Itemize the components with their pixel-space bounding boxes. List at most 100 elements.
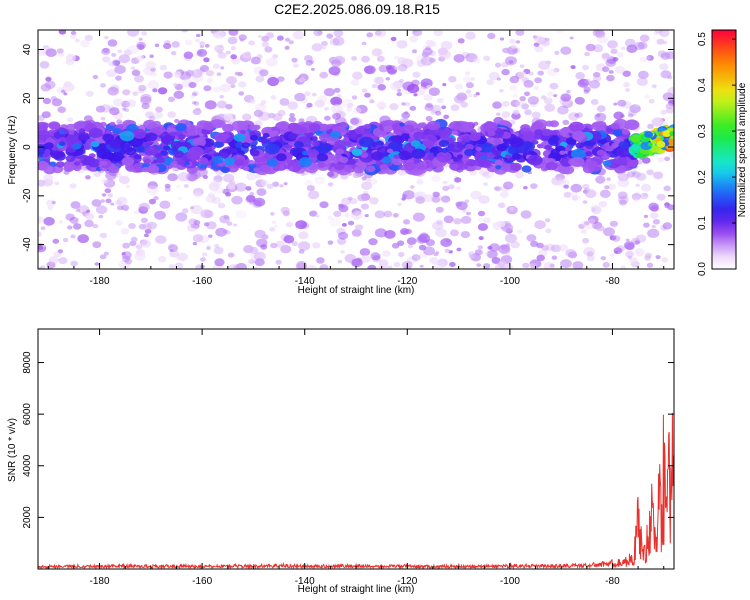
heatmap-background-blob: [94, 262, 100, 266]
heatmap-background-blob: [646, 262, 654, 268]
heatmap-background-blob: [141, 223, 152, 231]
heatmap-background-blob: [528, 71, 534, 76]
heatmap-background-blob: [574, 96, 585, 105]
heatmap-background-blob: [250, 56, 261, 65]
heatmap-background-blob: [203, 57, 210, 63]
heatmap-background-blob: [95, 205, 108, 215]
heatmap-background-blob: [351, 258, 363, 268]
heatmap-band-blob: [501, 142, 510, 148]
heatmap-band-blob: [572, 130, 586, 141]
heatmap-background-blob: [140, 93, 152, 103]
heatmap-background-blob: [117, 49, 123, 54]
heatmap-background-blob: [70, 234, 76, 239]
heatmap-background-blob: [228, 30, 239, 36]
heatmap-band-blob: [197, 157, 209, 165]
snr-x-axis-label: Height of straight line (km): [298, 584, 415, 595]
heatmap-background-blob: [38, 179, 46, 187]
heatmap-background-blob: [617, 191, 628, 200]
heatmap-background-blob: [483, 55, 491, 61]
heatmap-background-blob: [301, 98, 308, 104]
heatmap-background-blob: [247, 259, 252, 263]
heatmap-background-blob: [279, 184, 284, 188]
heatmap-background-blob: [270, 95, 277, 100]
heatmap-band-blob: [288, 133, 298, 140]
heatmap-background-blob: [433, 252, 439, 257]
heatmap-band-blob: [545, 161, 558, 171]
heatmap-background-blob: [639, 56, 648, 63]
heatmap-background-blob: [605, 58, 616, 67]
heatmap-background-blob: [519, 64, 525, 68]
heatmap-band-blob: [544, 144, 552, 150]
heatmap-background-blob: [376, 55, 385, 63]
heatmap-background-blob: [473, 58, 481, 64]
heatmap-background-blob: [187, 174, 197, 182]
heatmap-band-blob: [243, 166, 250, 171]
heatmap-background-blob: [333, 99, 340, 105]
heatmap-background-blob: [206, 246, 211, 250]
heatmap-background-blob: [491, 257, 501, 264]
heatmap-band-blob: [462, 135, 472, 143]
heatmap-background-blob: [592, 75, 602, 82]
heatmap-band-blob: [108, 165, 120, 174]
heatmap-background-blob: [601, 52, 610, 59]
heatmap-background-blob: [530, 101, 538, 108]
heatmap-background-blob: [600, 256, 606, 261]
heatmap-band-blob: [203, 122, 215, 131]
heatmap-background-blob: [304, 55, 313, 62]
heatmap-peak-blob: [656, 140, 666, 148]
heatmap-background-blob: [248, 40, 255, 46]
heatmap-background-blob: [509, 206, 515, 211]
heatmap-background-blob: [657, 50, 667, 58]
heatmap-band-blob: [312, 140, 320, 147]
heatmap-y-tick-label: -40: [22, 237, 33, 252]
heatmap-background-blob: [66, 117, 74, 123]
heatmap-background-blob: [592, 30, 605, 38]
heatmap-background-blob: [503, 263, 514, 269]
heatmap-background-blob: [361, 181, 373, 190]
heatmap-background-blob: [544, 218, 551, 223]
heatmap-background-blob: [136, 44, 145, 50]
heatmap-background-blob: [183, 184, 189, 188]
heatmap-background-blob: [421, 51, 430, 58]
heatmap-x-tick-label: -180: [90, 276, 110, 287]
heatmap-background-blob: [99, 232, 107, 239]
heatmap-band-blob: [298, 127, 308, 134]
heatmap-background-blob: [337, 237, 347, 245]
heatmap-background-blob: [45, 76, 52, 82]
heatmap-background-blob: [143, 233, 149, 238]
heatmap-background-blob: [93, 171, 101, 177]
heatmap-background-blob: [509, 234, 515, 239]
heatmap-background-blob: [393, 261, 401, 268]
heatmap-peak-blob: [662, 130, 672, 138]
heatmap-background-blob: [191, 101, 197, 105]
heatmap-background-blob: [230, 46, 236, 51]
heatmap-background-blob: [52, 238, 60, 244]
heatmap-background-blob: [337, 260, 343, 264]
heatmap-background-blob: [311, 92, 317, 97]
heatmap-background-blob: [204, 100, 217, 110]
heatmap-background-blob: [92, 74, 99, 80]
heatmap-background-blob: [175, 212, 188, 222]
heatmap-background-blob: [478, 195, 490, 204]
heatmap-background-blob: [496, 77, 501, 81]
heatmap-background-blob: [537, 70, 544, 76]
heatmap-band-blob: [38, 121, 49, 131]
heatmap-band-blob: [354, 128, 363, 135]
heatmap-band-blob: [505, 154, 511, 159]
heatmap-background-blob: [570, 183, 582, 193]
heatmap-background-blob: [48, 256, 59, 264]
heatmap-band-blob: [353, 165, 365, 174]
heatmap-background-blob: [134, 75, 144, 83]
heatmap-background-blob: [574, 113, 580, 118]
snr-x-tick-label: -180: [90, 576, 110, 587]
heatmap-background-blob: [565, 249, 577, 258]
heatmap-background-blob: [646, 55, 654, 61]
snr-x-tick-label: -80: [605, 576, 620, 587]
heatmap-background-blob: [245, 186, 252, 191]
heatmap-background-blob: [588, 215, 599, 224]
heatmap-band-blob: [298, 157, 313, 167]
heatmap-background-blob: [538, 60, 551, 70]
heatmap-background-blob: [140, 96, 152, 105]
heatmap-band-blob: [145, 132, 158, 142]
heatmap-band-blob: [269, 137, 276, 142]
